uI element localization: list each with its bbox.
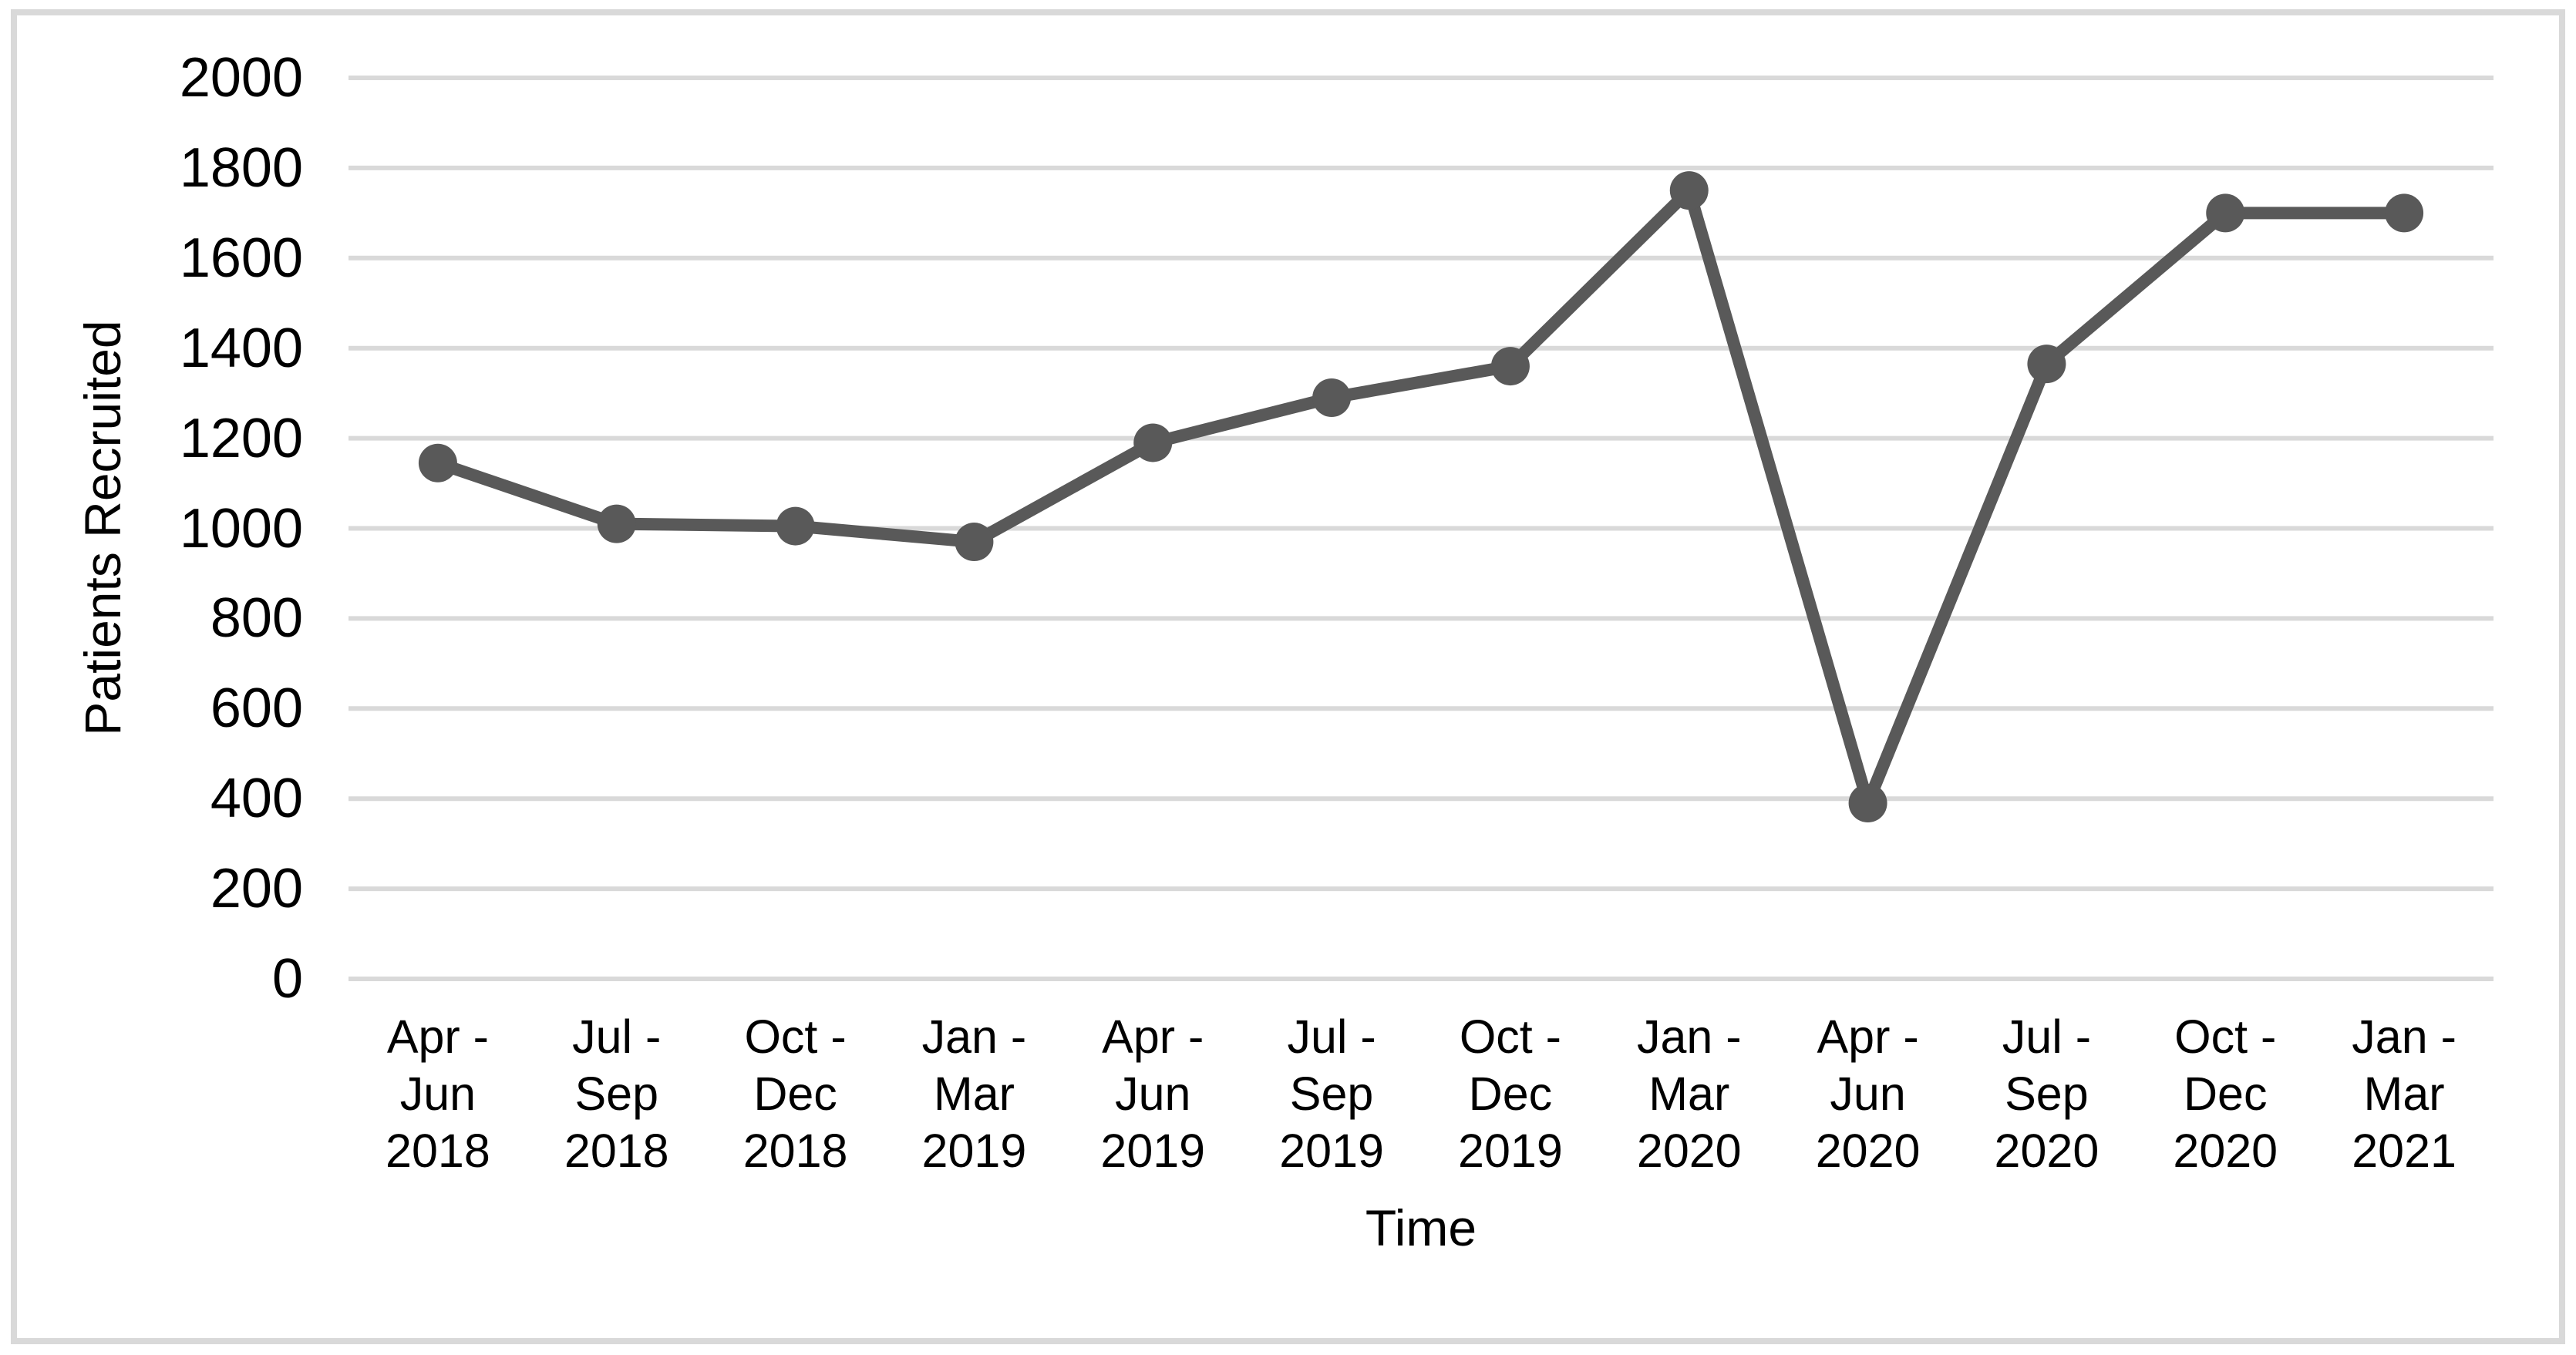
x-tick-label-line: Jun: [399, 1068, 476, 1120]
x-tick-label-line: Dec: [753, 1068, 837, 1120]
x-tick-label-line: Jul -: [572, 1010, 662, 1063]
data-point-marker: [1490, 347, 1530, 386]
x-tick-label-line: Sep: [574, 1068, 659, 1120]
x-tick-label-line: 2019: [921, 1125, 1027, 1177]
data-point-marker: [597, 504, 636, 543]
x-tick-label: Oct - Dec 2019: [1420, 1008, 1601, 1179]
x-tick-label-line: 2018: [564, 1125, 669, 1177]
x-tick-label-line: Mar: [2363, 1068, 2445, 1120]
data-point-marker: [2027, 345, 2066, 384]
x-tick-label: Jan - Mar 2019: [884, 1008, 1064, 1179]
data-line: [431, 184, 2411, 810]
x-tick-label-line: 2019: [1279, 1125, 1384, 1177]
x-tick-label-line: 2019: [1458, 1125, 1563, 1177]
x-tick-label: Jul - Sep 2019: [1241, 1008, 1422, 1179]
data-point-marker: [418, 443, 457, 482]
x-tick-label-line: 2018: [386, 1125, 490, 1177]
y-tick-label: 1200: [179, 407, 303, 469]
y-tick-label: 600: [210, 678, 303, 740]
data-point-marker: [2385, 193, 2424, 233]
x-tick-label-line: Jan -: [1636, 1010, 1742, 1063]
data-point-marker: [776, 506, 815, 546]
x-tick-label-line: Oct -: [1459, 1010, 1561, 1063]
x-tick-label-line: Dec: [1468, 1068, 1553, 1120]
y-tick-label: 1000: [179, 497, 303, 560]
x-tick-label-line: 2018: [742, 1125, 848, 1177]
data-point-marker: [1133, 423, 1173, 462]
data-point-marker: [1669, 171, 1709, 210]
x-tick-label: Oct - Dec 2020: [2135, 1008, 2315, 1179]
x-tick-label: Apr - Jun 2019: [1062, 1008, 1243, 1179]
x-tick-label: Jul - Sep 2018: [527, 1008, 707, 1179]
x-tick-label: Jan - Mar 2020: [1599, 1008, 1780, 1179]
x-tick-label-line: Jul -: [1287, 1010, 1376, 1063]
y-tick-label: 0: [271, 948, 303, 1010]
x-tick-label: Oct - Dec 2018: [705, 1008, 886, 1179]
x-tick-label-line: 2020: [2173, 1125, 2278, 1177]
y-tick-label: 2000: [179, 47, 303, 109]
x-tick-label-line: Jun: [1830, 1068, 1906, 1120]
x-tick-label: Jan - Mar 2021: [2314, 1008, 2494, 1179]
x-tick-label-line: Jan -: [921, 1010, 1027, 1063]
y-tick-label: 200: [210, 858, 303, 920]
data-point-marker: [1312, 378, 1352, 417]
x-tick-label-line: Mar: [933, 1068, 1015, 1120]
y-tick-label: 400: [210, 768, 303, 830]
x-axis-title: Time: [1365, 1199, 1477, 1256]
data-point-marker: [955, 523, 994, 562]
x-tick-label-line: 2019: [1100, 1125, 1206, 1177]
x-tick-label-line: Apr -: [386, 1010, 489, 1063]
x-tick-label-line: Apr -: [1102, 1010, 1204, 1063]
y-tick-label: 800: [210, 587, 303, 650]
x-tick-label-line: Sep: [2005, 1068, 2089, 1120]
x-tick-label-line: Oct -: [2174, 1010, 2277, 1063]
x-tick-label-line: Sep: [1289, 1068, 1374, 1120]
x-tick-label-line: Apr -: [1817, 1010, 1919, 1063]
y-tick-label: 1600: [179, 227, 303, 289]
x-tick-label: Apr - Jun 2018: [348, 1008, 528, 1179]
x-tick-label-line: Jun: [1115, 1068, 1191, 1120]
y-tick-label: 1400: [179, 317, 303, 379]
x-tick-label-line: Jul -: [2002, 1010, 2092, 1063]
y-tick-label: 1800: [179, 136, 303, 199]
x-tick-label: Apr - Jun 2020: [1778, 1008, 1958, 1179]
data-point-marker: [1848, 784, 1887, 823]
x-tick-label-line: 2020: [1636, 1125, 1742, 1177]
x-tick-label-line: Mar: [1648, 1068, 1730, 1120]
x-tick-label-line: Oct -: [744, 1010, 847, 1063]
x-tick-label-line: 2020: [1815, 1125, 1921, 1177]
y-axis-title: Patients Recruited: [74, 320, 131, 736]
x-tick-label-line: Jan -: [2352, 1010, 2456, 1063]
x-tick-label-line: Dec: [2184, 1068, 2268, 1120]
data-point-marker: [2206, 193, 2245, 233]
x-tick-label-line: 2020: [1994, 1125, 2100, 1177]
x-tick-label-line: 2021: [2352, 1125, 2456, 1177]
x-tick-label: Jul - Sep 2020: [1956, 1008, 2137, 1179]
